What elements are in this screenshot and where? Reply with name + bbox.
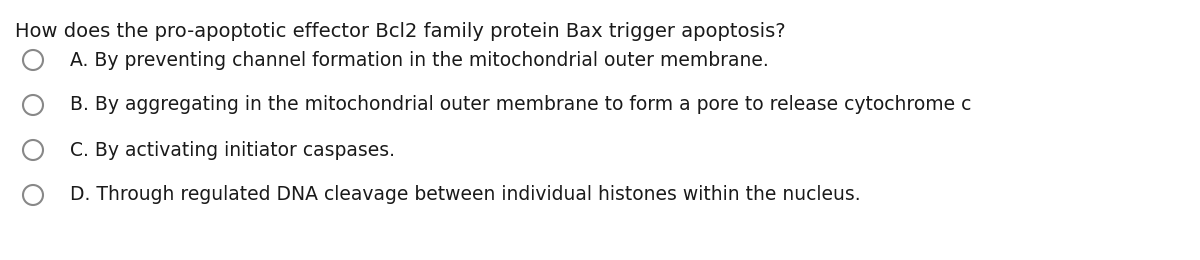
Text: A. By preventing channel formation in the mitochondrial outer membrane.: A. By preventing channel formation in th… [70, 50, 769, 69]
Text: C. By activating initiator caspases.: C. By activating initiator caspases. [70, 140, 395, 159]
Text: D. Through regulated DNA cleavage between individual histones within the nucleus: D. Through regulated DNA cleavage betwee… [70, 185, 860, 205]
Text: How does the pro-apoptotic effector Bcl2 family protein Bax trigger apoptosis?: How does the pro-apoptotic effector Bcl2… [14, 22, 786, 41]
Text: B. By aggregating in the mitochondrial outer membrane to form a pore to release : B. By aggregating in the mitochondrial o… [70, 95, 971, 114]
